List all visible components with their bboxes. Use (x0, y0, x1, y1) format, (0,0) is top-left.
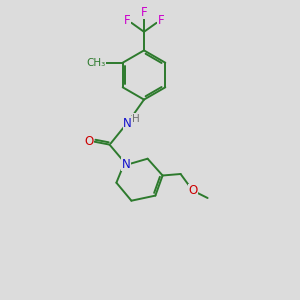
Text: F: F (141, 5, 147, 19)
Text: F: F (124, 14, 130, 27)
Text: O: O (189, 184, 198, 197)
Text: CH₃: CH₃ (86, 58, 105, 68)
Text: N: N (123, 116, 132, 130)
Text: H: H (132, 113, 140, 124)
Text: O: O (84, 135, 93, 148)
Text: F: F (158, 14, 164, 27)
Text: N: N (122, 158, 130, 171)
